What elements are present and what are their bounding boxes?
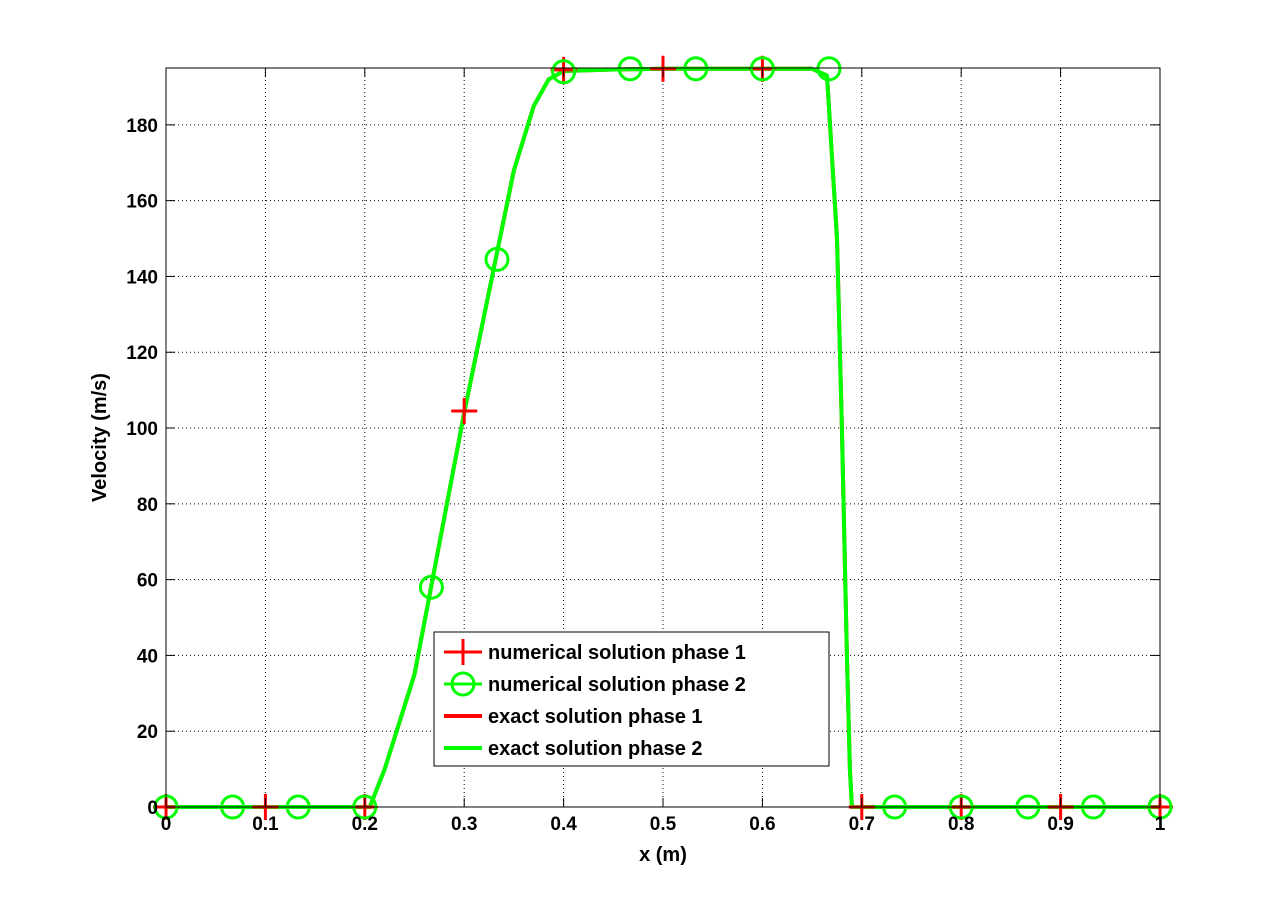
legend-entry: exact solution phase 1 <box>444 706 703 728</box>
x-tick-label: 0.7 <box>849 814 875 835</box>
x-tick-label: 0.1 <box>252 814 279 835</box>
y-tick-label: 100 <box>126 419 158 440</box>
x-tick-label: 1 <box>1155 814 1166 835</box>
y-tick-label: 180 <box>126 116 158 137</box>
circle-marker <box>484 246 510 272</box>
x-tick-label: 0.9 <box>1047 814 1073 835</box>
legend-entry: numerical solution phase 1 <box>444 639 746 665</box>
legend-label: exact solution phase 1 <box>488 706 703 728</box>
plus-marker <box>451 397 478 424</box>
legend-entry: numerical solution phase 2 <box>444 671 746 697</box>
legend-label: numerical solution phase 2 <box>488 674 746 696</box>
circle-marker <box>617 56 643 82</box>
legend: numerical solution phase 1 numerical solu… <box>433 631 830 767</box>
legend-box <box>433 631 830 767</box>
x-tick-label: 0.6 <box>749 814 775 835</box>
y-tick-label: 20 <box>137 722 158 743</box>
y-tick-label: 140 <box>126 267 158 288</box>
circle-marker <box>418 574 444 600</box>
x-tick-label: 0.5 <box>650 814 677 835</box>
x-tick-label: 0.3 <box>451 814 477 835</box>
circle-marker <box>749 56 775 82</box>
y-tick-label: 60 <box>137 571 158 592</box>
legend-circle-marker <box>450 671 476 697</box>
legend-entry: exact solution phase 2 <box>444 738 703 760</box>
y-tick-label: 160 <box>126 192 158 213</box>
axis-ticks: 0 0.1 0.2 0.3 0.4 0.5 0.6 0.7 0.8 0.9 1 0 20 40 60 80 10… <box>126 68 1166 835</box>
x-tick-label: 0 <box>161 814 172 835</box>
y-tick-label: 80 <box>137 495 158 516</box>
x-axis-label: x (m) <box>639 844 687 866</box>
circle-marker <box>816 56 842 82</box>
circle-marker <box>551 59 577 85</box>
x-tick-label: 0.4 <box>550 814 577 835</box>
legend-plus-marker <box>450 639 476 665</box>
circle-marker <box>683 56 709 82</box>
y-tick-label: 40 <box>137 646 158 667</box>
x-tick-label: 0.8 <box>948 814 974 835</box>
legend-label: numerical solution phase 1 <box>488 642 746 664</box>
y-tick-label: 0 <box>147 798 158 819</box>
y-axis-label: Velocity (m/s) <box>89 373 111 502</box>
x-tick-label: 0.2 <box>352 814 378 835</box>
y-tick-label: 120 <box>126 343 158 364</box>
legend-label: exact solution phase 2 <box>488 738 703 760</box>
